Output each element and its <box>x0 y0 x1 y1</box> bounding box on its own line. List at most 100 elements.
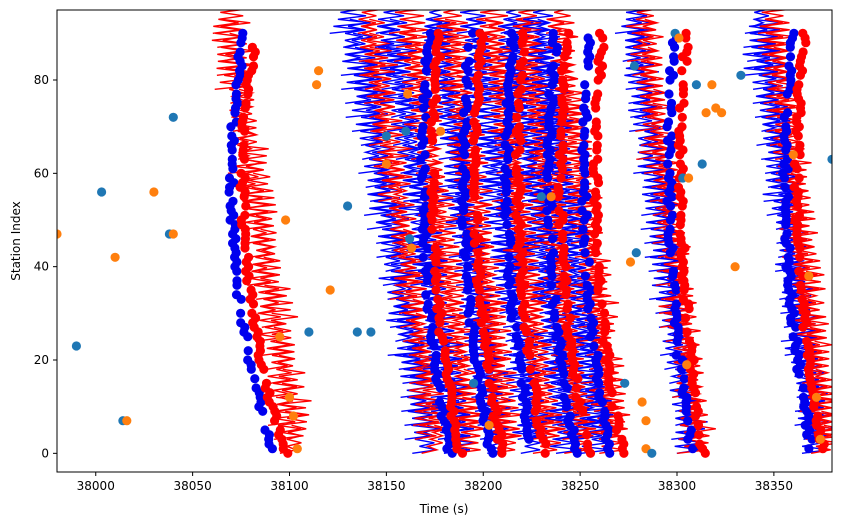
pick-dot <box>469 117 479 127</box>
pick-dot <box>427 224 437 234</box>
pick-dot <box>783 192 794 202</box>
trace-line <box>525 242 555 272</box>
trace-line <box>477 312 507 342</box>
trace-line <box>560 368 585 398</box>
trace-line <box>387 326 426 356</box>
pick-dot <box>794 80 804 90</box>
pick-dot <box>240 210 250 220</box>
pick-dot <box>580 126 590 136</box>
scatter-point <box>122 416 132 426</box>
pick-dot <box>248 61 259 71</box>
pick-dot <box>431 350 441 360</box>
pick-dot <box>694 430 704 440</box>
pick-dot <box>613 411 623 421</box>
trace-line <box>463 200 493 230</box>
x-tick-label: 38350 <box>755 479 793 493</box>
trace-line <box>380 74 419 104</box>
pick-dot <box>519 322 529 332</box>
trace-line <box>579 382 605 412</box>
scatter-point <box>684 173 694 183</box>
y-tick-label: 60 <box>34 166 49 180</box>
trace-line <box>240 186 275 216</box>
pick-dot <box>677 122 687 132</box>
trace-line <box>388 10 426 34</box>
pick-dot <box>559 378 569 388</box>
trace-line <box>257 284 291 314</box>
trace-line <box>792 270 825 300</box>
trace-line <box>576 270 612 300</box>
pick-dot <box>557 229 568 239</box>
scatter-point <box>788 150 798 160</box>
pick-dot <box>789 182 800 192</box>
pick-dot <box>261 378 272 388</box>
trace-line <box>472 242 495 272</box>
pick-dot <box>548 248 559 258</box>
scatter-point <box>288 411 298 421</box>
pick-dot <box>474 257 484 267</box>
pick-dot <box>783 108 793 118</box>
pick-dot <box>518 266 528 276</box>
trace-line <box>433 10 462 34</box>
x-axis-label: Time (s) <box>419 502 469 516</box>
pick-dot <box>582 430 592 440</box>
pick-dot <box>554 206 564 216</box>
scatter-point <box>629 61 640 71</box>
pick-dot <box>678 80 688 90</box>
pick-dot <box>540 448 550 458</box>
pick-dot <box>463 42 473 52</box>
trace-line <box>436 298 465 328</box>
pick-dot <box>430 266 440 276</box>
trace-line <box>366 200 406 230</box>
pick-dot <box>556 173 566 183</box>
trace-line <box>261 326 292 356</box>
pick-dot <box>669 52 679 62</box>
trace-line <box>372 144 415 174</box>
scatter-point <box>674 33 684 43</box>
pick-dot <box>502 220 512 230</box>
scatter-point <box>381 131 391 141</box>
pick-dot <box>475 28 485 38</box>
pick-dot <box>675 229 685 239</box>
scatter-point <box>304 327 314 337</box>
scatter-point <box>401 126 411 136</box>
pick-dot <box>562 38 572 48</box>
trace-line <box>422 10 445 34</box>
trace-line <box>434 88 461 118</box>
pick-dot <box>579 103 589 113</box>
pick-dot <box>515 350 526 360</box>
scatter-point <box>292 444 302 454</box>
scatter-point <box>314 66 324 76</box>
pick-dot <box>514 122 525 132</box>
pick-dot <box>671 299 682 309</box>
pick-dot <box>460 94 470 104</box>
trace-line <box>556 242 586 272</box>
scatter-point <box>366 327 376 337</box>
pick-dot <box>789 28 799 38</box>
trace-line <box>245 214 275 244</box>
pick-dot <box>813 411 823 421</box>
y-tick-label: 80 <box>34 73 49 87</box>
pick-dot <box>597 299 607 309</box>
trace-line <box>653 200 682 230</box>
pick-dot <box>457 215 467 225</box>
pick-dot <box>433 28 443 38</box>
trace-line <box>562 256 589 286</box>
pick-dot <box>783 252 793 262</box>
trace-line <box>624 60 659 90</box>
scatter-point <box>536 192 547 202</box>
trace-line <box>519 186 550 216</box>
pick-dot <box>549 308 559 318</box>
pick-dot <box>681 313 691 323</box>
pick-dot <box>558 75 568 85</box>
trace-line <box>405 228 443 258</box>
pick-dot <box>418 122 428 132</box>
pick-dot <box>666 98 677 108</box>
scatter-point <box>325 285 335 295</box>
pick-dot <box>781 122 791 132</box>
pick-dot <box>665 224 675 234</box>
trace-line <box>752 60 785 90</box>
pick-dot <box>559 243 569 253</box>
trace-line <box>456 10 486 34</box>
pick-dot <box>794 173 804 183</box>
x-tick-label: 38250 <box>561 479 599 493</box>
